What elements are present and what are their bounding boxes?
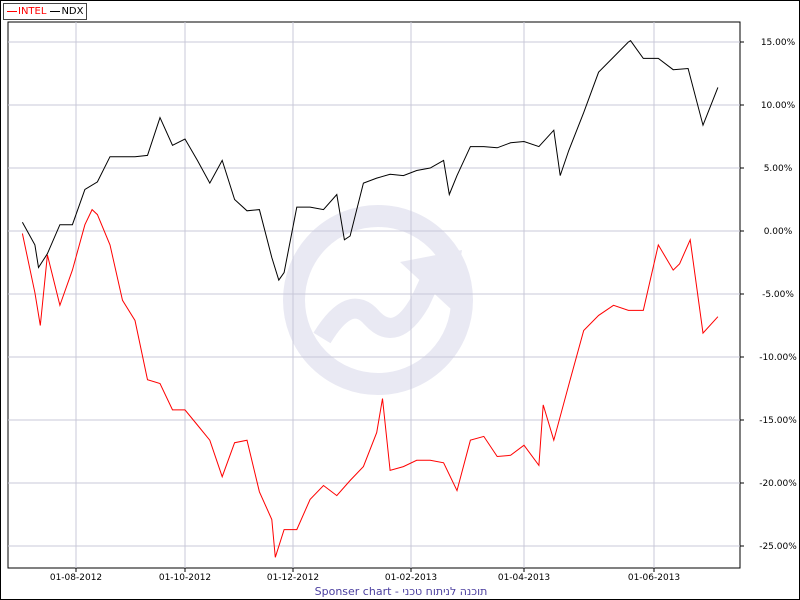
legend-item-ndx: NDX [50, 4, 83, 19]
y-tick-label: -15.00% [759, 416, 797, 426]
y-tick-label: -20.00% [759, 479, 797, 489]
legend-item-intel: INTEL [7, 4, 46, 19]
grid [8, 22, 740, 568]
y-axis: 15.00% 10.00% 5.00% 0.00% -5.00% -10.00% -15.0… [740, 38, 797, 552]
x-tick-label: 01-06-2013 [628, 573, 680, 583]
y-tick-label: -10.00% [759, 353, 797, 363]
legend-swatch [7, 11, 17, 12]
series-lines [21, 40, 719, 558]
x-tick-label: 01-10-2012 [159, 573, 211, 583]
y-tick-label: -25.00% [759, 542, 797, 552]
y-tick-label: 15.00% [761, 38, 796, 48]
legend-label: NDX [61, 6, 84, 17]
y-tick-label: -5.00% [762, 290, 794, 300]
x-tick-label: 01-08-2012 [50, 573, 102, 583]
x-axis: 01-08-2012 01-10-2012 01-12-2012 01-02-2013… [50, 568, 680, 583]
series-line-intel [21, 208, 719, 558]
legend-label: INTEL [18, 6, 47, 17]
x-tick-label: 01-12-2012 [267, 573, 319, 583]
plot-area [7, 21, 741, 569]
legend-swatch [50, 11, 61, 12]
x-tick-label: 01-02-2013 [385, 573, 437, 583]
y-tick-label: 5.00% [764, 164, 793, 174]
x-tick-label: 01-04-2013 [498, 573, 550, 583]
trend-arrow-circle-logo-icon [283, 205, 473, 395]
series-line-ndx [21, 40, 719, 282]
y-tick-label: 0.00% [764, 227, 793, 237]
legend: INTEL NDX [3, 3, 88, 20]
sponsor-footer-link[interactable]: Sponser chart - תוכנה לניתוח טכני [314, 585, 488, 598]
y-tick-label: 10.00% [761, 101, 796, 111]
